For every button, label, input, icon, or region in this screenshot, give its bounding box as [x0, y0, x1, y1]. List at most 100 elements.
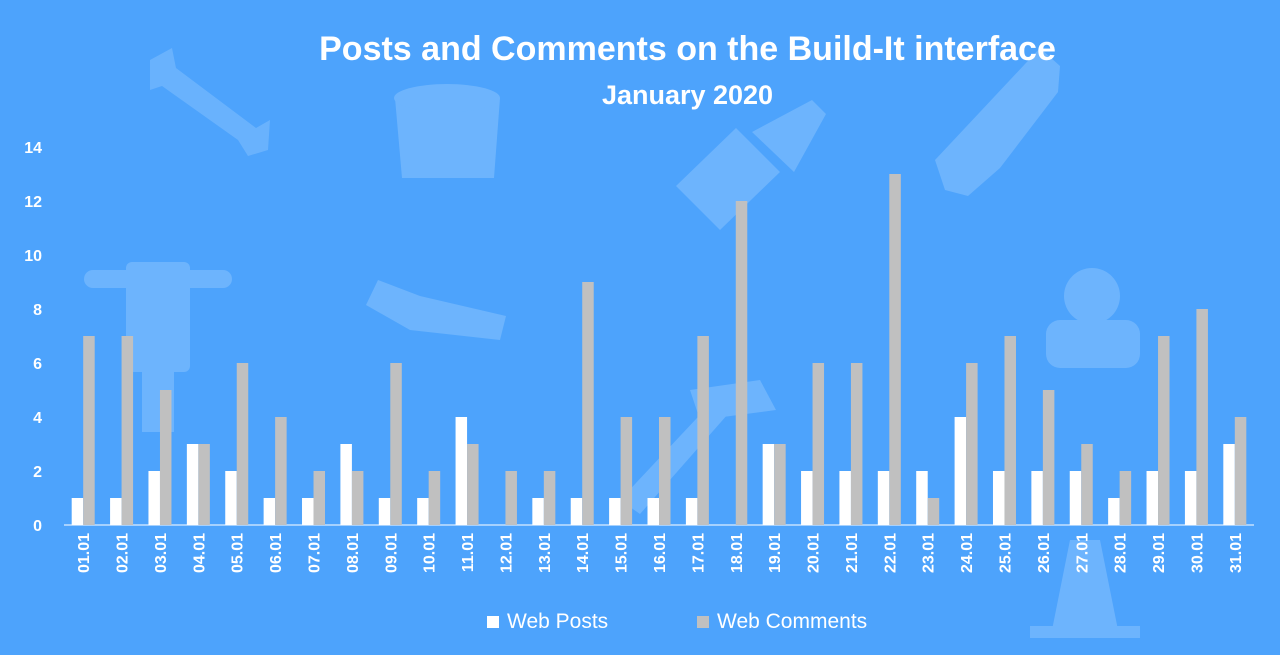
- x-tick-label: 10.01: [422, 533, 439, 573]
- legend-swatch-web-comments: [697, 616, 709, 628]
- x-tick-label: 21.01: [844, 533, 861, 573]
- bar-web-comments: [1196, 309, 1208, 525]
- x-tick-label: 26.01: [1036, 533, 1053, 573]
- bar-web-posts: [1223, 444, 1235, 525]
- bar-web-posts: [1031, 471, 1043, 525]
- x-tick-label: 02.01: [115, 533, 132, 573]
- x-tick-label: 03.01: [153, 533, 170, 573]
- x-tick-label: 25.01: [997, 533, 1014, 573]
- bar-web-posts: [685, 498, 698, 525]
- bar-web-comments: [505, 471, 517, 525]
- bar-web-posts: [1069, 471, 1082, 525]
- y-tick-label: 8: [33, 302, 42, 319]
- x-tick-label: 14.01: [575, 533, 592, 573]
- saw-icon: [935, 48, 1060, 196]
- x-tick-label: 17.01: [690, 533, 707, 573]
- x-tick-label: 31.01: [1228, 533, 1245, 573]
- bar-web-comments: [735, 201, 748, 525]
- x-tick-label: 01.01: [76, 533, 93, 573]
- legend-label-web-posts: Web Posts: [507, 610, 609, 633]
- bar-web-comments: [927, 498, 940, 525]
- traffic-cone-icon: [1030, 540, 1140, 638]
- bar-web-comments: [812, 363, 825, 525]
- bar-web-posts: [71, 498, 84, 525]
- bars: [71, 174, 1247, 525]
- y-tick-label: 12: [24, 194, 42, 211]
- bar-web-posts: [647, 498, 659, 525]
- x-tick-label: 06.01: [268, 533, 285, 573]
- bar-web-comments: [313, 471, 326, 525]
- bar-web-posts: [570, 498, 583, 525]
- bar-web-posts: [340, 444, 352, 525]
- bar-web-posts: [1146, 471, 1159, 525]
- bar-web-comments: [697, 336, 709, 525]
- legend-item-web-posts: Web Posts: [487, 608, 608, 636]
- bar-web-comments: [582, 282, 594, 525]
- paint-brush-icon: [676, 100, 826, 230]
- bar-web-comments: [83, 336, 95, 525]
- chart-subtitle: January 2020: [601, 80, 774, 110]
- legend-item-web-comments: Web Comments: [697, 608, 867, 636]
- bar-web-comments: [850, 363, 863, 525]
- bar-web-posts: [877, 471, 890, 525]
- y-tick-label: 0: [33, 518, 42, 535]
- x-tick-label: 16.01: [652, 533, 669, 573]
- legend-label-web-comments: Web Comments: [717, 610, 868, 633]
- bar-web-comments: [351, 471, 364, 525]
- x-tick-label: 11.01: [460, 533, 477, 572]
- x-tick-label: 23.01: [921, 533, 938, 573]
- jackhammer-icon: [84, 262, 232, 432]
- bar-web-comments: [275, 417, 287, 525]
- x-tick-label: 15.01: [614, 533, 631, 573]
- bar-web-posts: [186, 444, 199, 525]
- bar-web-comments: [659, 417, 671, 525]
- bar-web-posts: [532, 498, 544, 525]
- bar-web-comments: [1234, 417, 1247, 525]
- y-tick-label: 4: [33, 410, 42, 427]
- bar-web-posts: [417, 498, 429, 525]
- bar-web-comments: [774, 444, 786, 525]
- bar-web-comments: [1042, 390, 1055, 525]
- x-tick-label: 07.01: [307, 533, 324, 573]
- x-tick-label: 04.01: [191, 533, 208, 573]
- x-tick-label: 08.01: [345, 533, 362, 573]
- x-tick-label: 27.01: [1074, 533, 1091, 573]
- bar-web-posts: [916, 471, 928, 525]
- hand-saw-icon: [366, 280, 506, 340]
- bar-web-comments: [198, 444, 210, 525]
- x-tick-label: 09.01: [383, 533, 400, 573]
- legend-swatch-web-posts: [487, 616, 499, 628]
- x-tick-label: 29.01: [1151, 533, 1168, 573]
- bar-web-comments: [889, 174, 901, 525]
- bar-web-comments: [121, 336, 134, 525]
- bar-web-posts: [762, 444, 775, 525]
- bar-web-comments: [390, 363, 402, 525]
- bar-web-posts: [148, 471, 160, 525]
- x-tick-label: 24.01: [959, 533, 976, 573]
- bar-web-posts: [1108, 498, 1120, 525]
- x-tick-label: 13.01: [537, 533, 554, 573]
- bar-web-comments: [620, 417, 633, 525]
- y-tick-label: 6: [33, 356, 42, 373]
- x-tick-label: 18.01: [729, 533, 746, 573]
- y-tick-label: 2: [33, 464, 42, 481]
- bar-web-comments: [543, 471, 556, 525]
- bar-web-posts: [609, 498, 621, 525]
- x-tick-label: 12.01: [498, 533, 515, 573]
- bar-web-posts: [263, 498, 276, 525]
- paint-bucket-icon: [394, 84, 500, 178]
- x-tick-label: 30.01: [1189, 533, 1206, 573]
- bar-web-comments: [236, 363, 249, 525]
- bar-web-comments: [1081, 444, 1093, 525]
- bar-web-posts: [302, 498, 314, 525]
- background-decorations: [84, 48, 1140, 638]
- bar-web-posts: [110, 498, 122, 525]
- bar-web-posts: [1184, 471, 1197, 525]
- x-tick-label: 05.01: [230, 533, 247, 573]
- bar-web-comments: [966, 363, 978, 525]
- y-tick-label: 14: [24, 140, 42, 157]
- tick-labels: 0 2 4 6 8 10 12 14 01.01 02.01 03.01 04.01 05.01 06.0…: [24, 140, 1245, 573]
- x-tick-label: 28.01: [1113, 533, 1130, 573]
